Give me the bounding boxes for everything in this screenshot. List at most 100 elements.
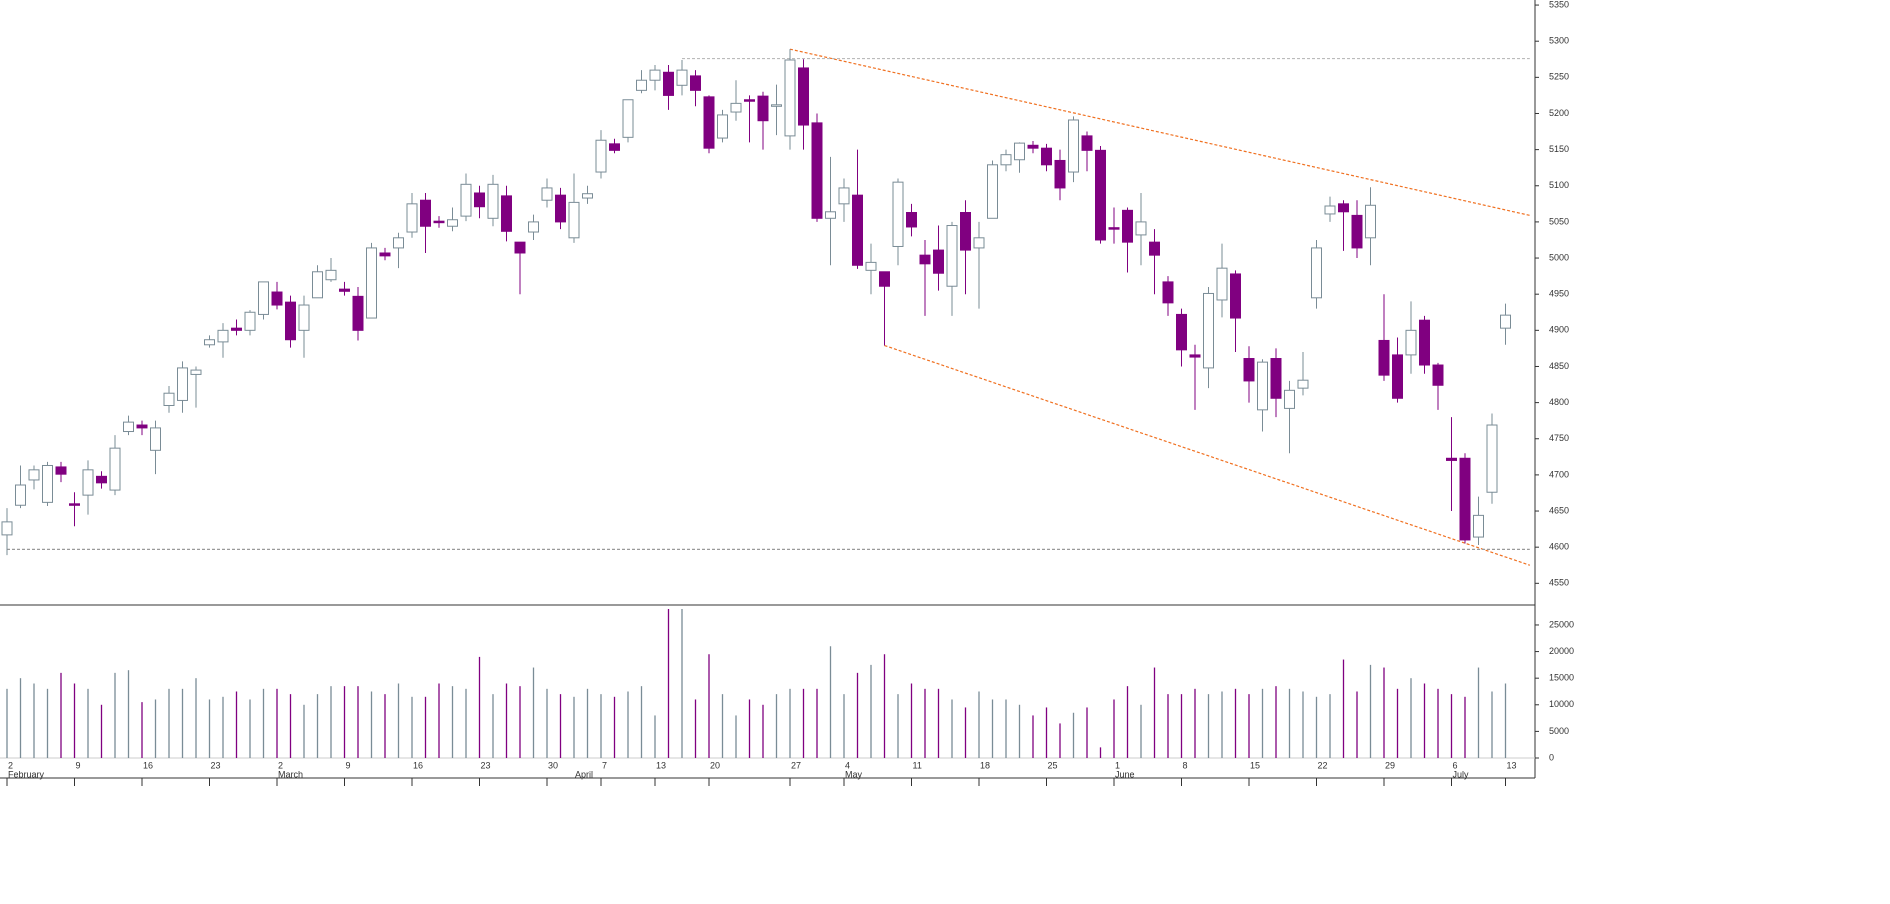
candle-body — [244, 311, 256, 331]
x-tick-label: 9 — [346, 760, 351, 770]
candle-body — [703, 96, 715, 149]
candle-body — [460, 183, 472, 217]
x-tick-label: 9 — [76, 760, 81, 770]
candle-body — [420, 199, 431, 227]
candle-body — [663, 71, 674, 96]
candle-body — [528, 221, 539, 233]
y-tick-label: 4750 — [1549, 433, 1569, 443]
candle-body — [1378, 339, 1390, 376]
candle-body — [555, 194, 566, 223]
y-tick-label: 5050 — [1549, 216, 1569, 226]
x-tick-label: 23 — [211, 760, 221, 770]
y-tick-label: 4700 — [1549, 469, 1569, 479]
candle-body — [568, 201, 580, 239]
candle-body — [1311, 247, 1322, 299]
trendline — [789, 48, 1530, 216]
candle-body — [298, 304, 310, 331]
candle-body — [784, 59, 796, 137]
volume-tick-label: 10000 — [1549, 699, 1574, 709]
candle-body — [676, 69, 688, 86]
candle-body — [838, 187, 850, 205]
candle-body — [379, 252, 391, 257]
candle-body — [109, 447, 121, 491]
candle-body — [825, 211, 836, 219]
x-tick-label: 8 — [1183, 760, 1188, 770]
x-tick-label: 7 — [602, 760, 607, 770]
candle-body — [987, 164, 998, 219]
candle-body — [190, 369, 202, 375]
candle-body — [1243, 358, 1255, 382]
volume-tick-label: 0 — [1549, 752, 1554, 762]
volume-tick-label: 5000 — [1549, 726, 1569, 736]
y-tick-label: 4950 — [1549, 289, 1569, 299]
candle-body — [352, 295, 364, 331]
x-tick-label: 13 — [1507, 760, 1517, 770]
candle-body — [271, 291, 283, 306]
candle-body — [1149, 241, 1160, 256]
candle-body — [42, 464, 53, 503]
candle-body — [1446, 457, 1457, 461]
candle-body — [1014, 142, 1025, 161]
candle-body — [1203, 292, 1214, 369]
candle-body — [1095, 149, 1106, 241]
x-tick-label: 22 — [1318, 760, 1328, 770]
x-tick-label: 6 — [1453, 760, 1458, 770]
candle-body — [609, 143, 620, 151]
candle-body — [730, 102, 742, 113]
candle-body — [1365, 204, 1376, 239]
candle-body — [393, 237, 404, 249]
candle-body — [1338, 203, 1349, 213]
x-tick-label: 1 — [1115, 760, 1120, 770]
candle-body — [1351, 214, 1363, 249]
y-tick-label: 5150 — [1549, 144, 1569, 154]
y-tick-label: 4850 — [1549, 361, 1569, 371]
candle-body — [1041, 147, 1052, 166]
candle-body — [892, 181, 904, 247]
x-tick-label: 13 — [656, 760, 666, 770]
candle-body — [501, 195, 512, 232]
y-tick-label: 4550 — [1549, 578, 1569, 588]
candle-body — [1068, 119, 1079, 173]
candle-body — [325, 269, 337, 281]
candle-body — [541, 187, 553, 201]
candle-body — [879, 271, 890, 287]
candle-body — [1176, 313, 1187, 351]
volume-tick-label: 15000 — [1549, 673, 1574, 683]
candle-body — [447, 219, 458, 227]
y-tick-label: 5250 — [1549, 72, 1569, 82]
candle-body — [433, 220, 445, 224]
candle-body — [811, 122, 823, 219]
candle-body — [258, 281, 269, 315]
candle-body — [231, 327, 242, 331]
candle-body — [744, 99, 755, 102]
candle-body — [177, 367, 188, 401]
candle-body — [1162, 281, 1174, 304]
candle-body — [1216, 267, 1228, 301]
candle-body — [1270, 358, 1282, 399]
x-tick-label: 16 — [143, 760, 153, 770]
candle-body — [366, 247, 377, 319]
candle-body — [406, 203, 418, 233]
x-tick-label: 25 — [1048, 760, 1058, 770]
candle-body — [1000, 154, 1012, 166]
candle-body — [312, 271, 323, 299]
candle-body — [82, 469, 94, 496]
y-tick-label: 5200 — [1549, 108, 1569, 118]
candle-body — [339, 288, 350, 292]
candle-body — [946, 225, 958, 287]
x-tick-label: 2 — [278, 760, 283, 770]
month-label: July — [1453, 769, 1470, 779]
candle-body — [1108, 227, 1120, 230]
y-tick-label: 4650 — [1549, 505, 1569, 515]
candle-body — [487, 183, 499, 219]
y-tick-label: 4900 — [1549, 325, 1569, 335]
candle-body — [906, 212, 917, 228]
candle-body — [1054, 159, 1066, 189]
candle-body — [1486, 424, 1498, 493]
month-label: May — [845, 769, 863, 779]
candle-body — [717, 114, 728, 139]
candle-body — [204, 339, 215, 346]
candle-body — [622, 99, 634, 138]
volume-tick-label: 20000 — [1549, 646, 1574, 656]
candle-body — [514, 241, 526, 254]
